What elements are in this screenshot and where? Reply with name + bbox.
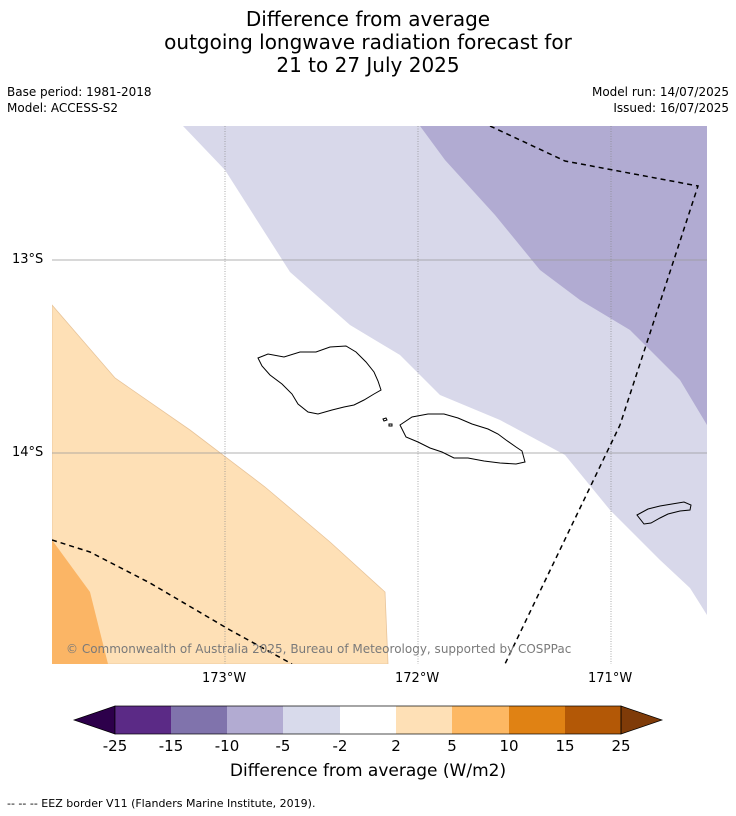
anomaly-orange — [52, 540, 108, 664]
meta-right: Model run: 14/07/2025 Issued: 16/07/2025 — [592, 84, 729, 116]
island-upolu — [399, 413, 526, 465]
colorbar-tick: 10 — [499, 737, 519, 755]
model-name: Model: ACCESS-S2 — [7, 101, 119, 115]
colorbar-tick: 15 — [555, 737, 575, 755]
colorbar — [72, 705, 664, 735]
issued-date: Issued: 16/07/2025 — [613, 101, 729, 115]
lon-label-172w: 172°W — [395, 671, 440, 686]
lat-label-14s: 14°S — [12, 445, 44, 460]
colorbar-bin-6 — [396, 706, 452, 734]
colorbar-tick: -15 — [158, 737, 184, 755]
island-manono — [382, 417, 388, 422]
lon-label-173w: 173°W — [202, 671, 247, 686]
eez-legend: -- -- -- EEZ border V11 (Flanders Marine… — [7, 797, 316, 810]
colorbar-bin-9 — [565, 706, 621, 734]
colorbar-tick: 5 — [447, 737, 457, 755]
colorbar-tick: 2 — [391, 737, 401, 755]
lat-label-13s: 13°S — [12, 252, 44, 267]
colorbar-bin-3 — [227, 706, 283, 734]
anomaly-mid-purple — [420, 126, 707, 425]
title-line-1: Difference from average — [245, 7, 491, 31]
colorbar-bin-4 — [283, 706, 340, 734]
map-area — [52, 126, 707, 664]
map-title: Difference from average outgoing longwav… — [0, 8, 736, 77]
colorbar-bin-2 — [171, 706, 227, 734]
eez-border-east — [489, 126, 699, 664]
meta-left: Base period: 1981-2018 Model: ACCESS-S2 — [7, 84, 152, 116]
island-tutuila — [636, 501, 692, 525]
title-line-3: 21 to 27 July 2025 — [276, 53, 460, 77]
colorbar-outline — [114, 705, 622, 735]
colorbar-bin-7 — [452, 706, 509, 734]
colorbar-extend-high — [620, 705, 664, 735]
title-line-2: outgoing longwave radiation forecast for — [164, 30, 572, 54]
colorbar-title: Difference from average (W/m2) — [229, 761, 507, 781]
colorbar-tick: -2 — [332, 737, 348, 755]
colorbar-tick: -5 — [275, 737, 291, 755]
colorbar-extend-low — [72, 705, 116, 735]
base-period: Base period: 1981-2018 — [7, 85, 152, 99]
island-savaii — [257, 345, 382, 415]
island-apolima — [388, 423, 393, 427]
colorbar-bin-1 — [115, 706, 171, 734]
colorbar-bin-5 — [340, 706, 396, 734]
colorbar-bin-8 — [509, 706, 565, 734]
colorbar-tick: -25 — [102, 737, 128, 755]
model-run: Model run: 14/07/2025 — [591, 85, 729, 99]
colorbar-tick: 25 — [611, 737, 631, 755]
lon-label-171w: 171°W — [588, 671, 633, 686]
copyright-notice: © Commonwealth of Australia 2025, Bureau… — [66, 642, 572, 656]
colorbar-tick: -10 — [214, 737, 240, 755]
anomaly-light-orange — [52, 304, 389, 664]
